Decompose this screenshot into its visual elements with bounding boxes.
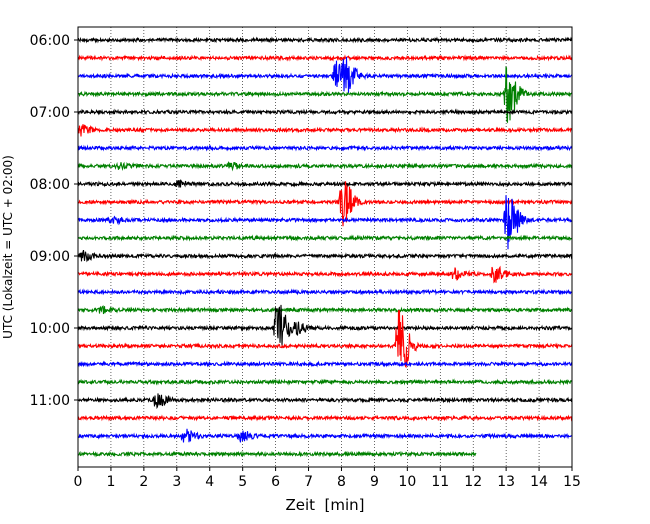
x-tick-label: 11 [431, 474, 449, 490]
seismic-trace-1015 [78, 310, 572, 369]
plot-frame [77, 26, 573, 468]
seismic-trace-0930 [78, 288, 572, 296]
seismic-trace-0830 [78, 195, 572, 250]
seismic-trace-1115 [78, 414, 572, 422]
seismic-trace-0700 [78, 108, 572, 116]
x-tick-label: 6 [271, 474, 280, 490]
seismic-trace-0900 [78, 249, 572, 263]
x-tick-label: 5 [238, 474, 247, 490]
x-tick-label: 2 [139, 474, 148, 490]
y-tick-label: 08:00 [30, 177, 70, 193]
x-tick-label: 13 [497, 474, 515, 490]
seismic-trace-0945 [78, 305, 572, 315]
x-tick-label: 8 [337, 474, 346, 490]
seismic-trace-1100 [78, 393, 572, 410]
x-tick-label: 12 [464, 474, 482, 490]
y-tick-label: 06:00 [30, 33, 70, 49]
x-tick-label: 10 [398, 474, 416, 490]
seismic-trace-0730 [78, 144, 572, 152]
y-axis-ticks: 06:00 07:00 08:00 09:00 10:00 11:00 [30, 33, 78, 409]
seismic-trace-1030 [78, 360, 572, 368]
x-tick-label: 4 [205, 474, 214, 490]
x-tick-label: 0 [74, 474, 83, 490]
y-tick-label: 07:00 [30, 105, 70, 121]
y-tick-label: 11:00 [30, 393, 70, 409]
seismic-trace-0645 [78, 65, 572, 124]
x-axis-ticks: 0 1 2 3 4 5 6 7 8 9 10 11 12 13 14 15 [74, 467, 581, 490]
seismic-trace-0715 [78, 124, 572, 137]
x-tick-label: 15 [563, 474, 581, 490]
seismic-trace-0800 [78, 178, 572, 188]
y-tick-label: 09:00 [30, 249, 70, 265]
seismic-trace-1045 [78, 378, 572, 386]
x-tick-label: 9 [370, 474, 379, 490]
seismic-trace-0915 [78, 265, 572, 284]
seismic-trace-1000 [78, 304, 572, 346]
seismic-trace-0630 [78, 56, 572, 94]
grid-lines [110, 27, 540, 467]
x-tick-label: 7 [304, 474, 313, 490]
seismic-trace-0745 [78, 161, 572, 172]
seismic-trace-0845 [78, 234, 572, 242]
x-tick-label: 3 [172, 474, 181, 490]
seismic-trace-0600 [78, 36, 572, 44]
x-tick-label: 14 [530, 474, 548, 490]
trace-layer [78, 36, 572, 458]
seismic-trace-1130 [78, 428, 572, 443]
seismic-trace-1145 [78, 450, 477, 458]
seismic-trace-0615 [78, 54, 572, 62]
x-axis-label: Zeit [min] [285, 496, 364, 514]
y-axis-label: UTC (Lokalzeit = UTC + 02:00) [1, 155, 15, 339]
seismic-trace-0815 [78, 181, 572, 227]
x-tick-label: 1 [106, 474, 115, 490]
y-tick-label: 10:00 [30, 321, 70, 337]
